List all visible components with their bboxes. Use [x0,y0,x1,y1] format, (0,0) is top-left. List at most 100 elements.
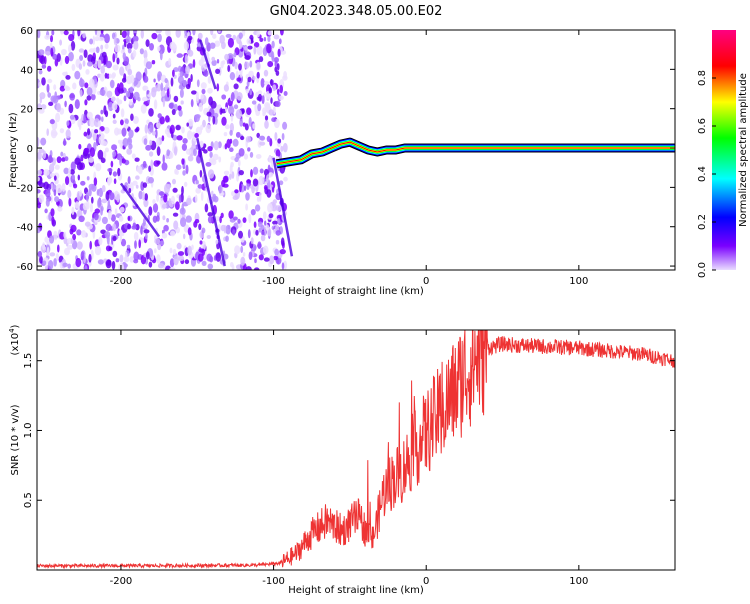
noise-blob [89,38,94,45]
noise-blob [236,77,242,82]
noise-blob [245,192,250,201]
noise-blob [267,35,271,43]
noise-blob [281,133,285,141]
noise-blob [98,135,105,145]
noise-blob [64,247,70,256]
noise-blob [65,176,70,186]
noise-blob [98,36,105,42]
noise-blob [151,32,158,40]
noise-blob [162,215,166,221]
noise-blob [254,258,257,264]
noise-blob [89,117,95,128]
noise-blob [164,128,170,135]
noise-blob [42,260,47,266]
noise-blob [65,75,71,80]
x-tick-label: -200 [110,576,133,587]
noise-blob [144,124,148,134]
noise-blob [242,122,246,127]
noise-blob [195,91,199,102]
noise-blob [232,34,237,41]
noise-blob [207,169,215,179]
noise-blob [177,75,184,84]
noise-blob [106,90,113,99]
noise-blob [93,212,99,221]
noise-blob [170,77,174,87]
noise-blob [154,248,157,254]
noise-blob [257,241,262,250]
noise-blob [169,127,173,134]
noise-blob [53,84,57,91]
colorbar-tick-label: 0.0 [697,262,708,278]
noise-blob [229,173,232,180]
noise-blob [249,151,254,158]
noise-blob [123,95,127,102]
noise-blob [96,188,100,196]
noise-blob [99,72,105,82]
noise-blob [267,30,273,36]
noise-blob [107,209,112,220]
y-tick-label: 1.5 [23,353,34,369]
noise-blob [211,190,214,196]
noise-blob [100,229,106,235]
noise-blob [145,61,152,70]
noise-blob [190,99,194,108]
noise-blob [63,138,66,146]
noise-blob [37,30,41,39]
noise-blob [216,59,220,64]
noise-blob [108,73,112,79]
noise-blob [63,231,67,239]
noise-blob [101,198,108,204]
noise-blob [82,60,86,67]
noise-blob [235,109,242,119]
noise-blob [70,40,76,51]
noise-blob [245,266,252,270]
noise-blob [77,30,81,37]
noise-blob [173,146,178,156]
noise-blob [178,194,182,204]
noise-blob [206,235,211,239]
noise-blob [173,95,179,103]
noise-blob [162,97,166,108]
noise-blob [104,110,109,118]
noise-blob [86,176,90,181]
noise-blob [50,47,54,57]
noise-blob [97,198,102,208]
noise-blob [153,99,158,110]
noise-blob [104,33,110,44]
noise-blob [218,156,222,163]
noise-blob [47,260,54,270]
noise-blob [143,138,148,146]
noise-blob [116,128,122,135]
noise-blob [41,64,47,69]
noise-blob [50,183,54,190]
noise-blob [283,176,288,182]
noise-blob [131,225,137,230]
spectrogram-x-label: Height of straight line (km) [288,286,424,297]
noise-blob [219,34,225,45]
noise-blob [217,30,221,34]
noise-blob [141,96,148,102]
noise-blob [258,227,262,233]
noise-blob [268,213,274,219]
noise-blob [271,51,275,60]
noise-blob [152,199,156,205]
noise-blob [277,138,282,144]
noise-blob [38,194,44,203]
noise-blob [104,126,110,134]
noise-streak [119,182,161,238]
noise-blob [125,90,131,98]
noise-blob [249,60,253,68]
noise-blob [178,255,185,261]
noise-blob [222,175,229,183]
noise-blob [205,124,212,134]
noise-blob [283,91,288,96]
noise-blob [59,39,62,46]
noise-blob [198,102,203,112]
noise-blob [72,233,76,241]
noise-blob [112,235,117,242]
noise-blob [173,220,179,230]
noise-blob [145,144,152,151]
noise-blob [94,36,100,42]
noise-blob [263,211,267,221]
noise-blob [261,230,265,236]
